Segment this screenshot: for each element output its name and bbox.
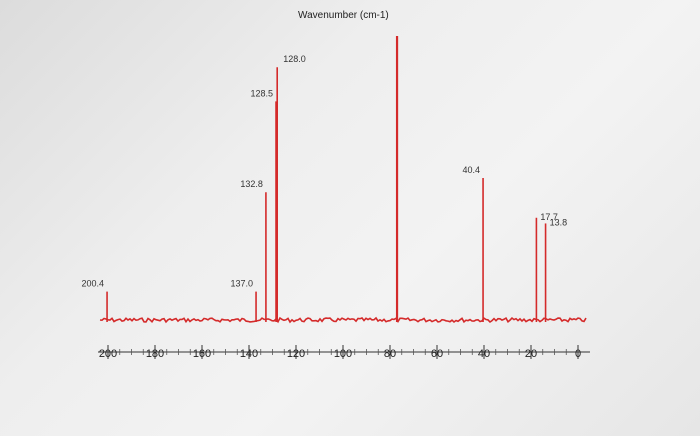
peak-label: 13.8 [550,217,568,227]
peak-label: 128.0 [283,54,306,64]
peak-label: 137.0 [231,279,254,289]
peak-label: 200.4 [82,279,105,289]
chart-title: Wavenumber (cm-1) [298,10,389,21]
x-tick-label: 0 [575,348,581,360]
x-tick-label: 140 [240,348,258,360]
x-tick-label: 160 [193,348,211,360]
x-axis: 200 180 160 140 120 100 80 60 40 20 0 [98,345,590,360]
peak-label: 17.7 [540,212,558,222]
x-tick-label: 200 [99,348,117,360]
peak-label: 40.4 [463,165,481,175]
x-tick-label: 40 [478,348,490,360]
peaks [106,36,547,322]
x-tick-label: 60 [431,348,443,360]
baseline [99,316,587,324]
x-tick-label: 180 [146,348,164,360]
x-tick-label: 80 [384,348,396,360]
peak-label: 128.5 [250,88,273,98]
peak-label: 132.8 [240,179,263,189]
peak-labels: 200.4 137.0 132.8 128.5 128.0 40.4 17.713.8 [82,54,568,288]
x-tick-label: 20 [525,348,537,360]
x-tick-label: 100 [334,348,352,360]
x-tick-label: 120 [287,348,305,360]
baseline-noise [99,316,587,324]
